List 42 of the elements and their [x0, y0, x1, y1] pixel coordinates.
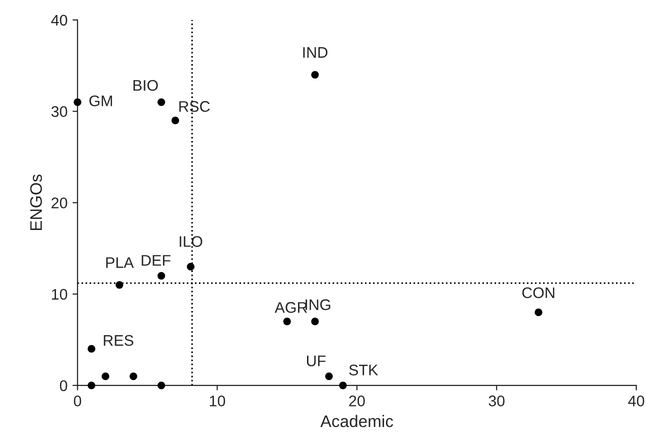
x-tick-label: 0: [74, 396, 82, 406]
annotation: DEF: [142, 255, 170, 266]
annotation: CON: [522, 287, 554, 298]
annotation: ILO: [180, 236, 202, 247]
x-tick-label: 30: [488, 396, 505, 406]
annotation: BIO: [133, 80, 158, 91]
point: [172, 116, 180, 124]
point: [88, 345, 96, 353]
annotation: RES: [104, 335, 134, 346]
point: [339, 382, 347, 390]
point: [158, 272, 166, 280]
annotation: RSC: [179, 101, 210, 112]
point: [88, 382, 96, 390]
y-tick-label: 20: [52, 198, 68, 208]
y-tick-label: 40: [51, 14, 68, 26]
annotation: GM: [89, 95, 112, 106]
x-axis-title: Academic: [320, 414, 394, 428]
y-tick-label: 0: [60, 380, 68, 392]
x-tick-label: 40: [628, 396, 644, 406]
annotation: STK: [349, 364, 378, 376]
y-tick-label: 10: [52, 288, 68, 300]
point: [116, 281, 124, 289]
point: [325, 372, 333, 380]
annotation: PLA: [106, 257, 134, 268]
annotation: UF: [307, 356, 326, 366]
point: [158, 98, 166, 106]
y-tick-label: 30: [51, 106, 68, 117]
point: [130, 372, 138, 380]
point: [283, 318, 291, 326]
point: [158, 382, 166, 390]
annotation: ING: [306, 299, 330, 310]
annotation: IND: [303, 47, 328, 58]
point: [186, 262, 194, 270]
point: [74, 98, 82, 106]
point: [102, 372, 110, 380]
annotation: AGR: [274, 302, 308, 313]
point: [534, 308, 542, 316]
point: [311, 70, 319, 79]
x-tick-label: 10: [210, 396, 226, 406]
point: [311, 318, 319, 326]
y-axis-title: ENGOs: [30, 174, 42, 230]
x-tick-label: 20: [349, 396, 365, 406]
